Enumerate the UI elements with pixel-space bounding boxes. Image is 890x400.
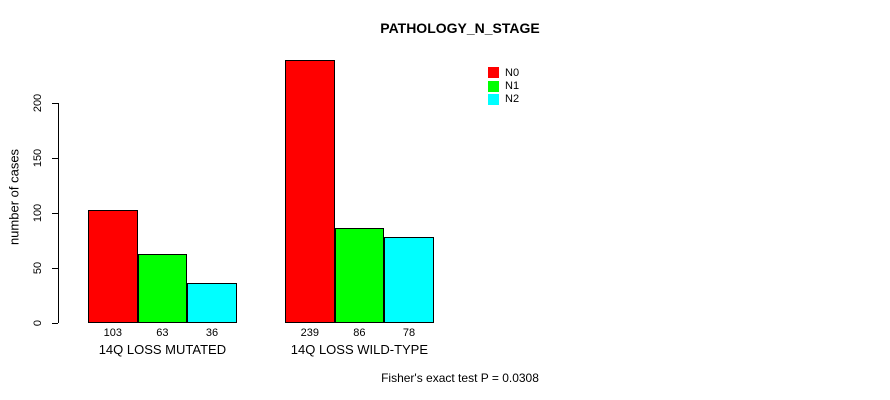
legend-swatch-icon [488,67,499,79]
bar-n0-group2 [285,60,335,323]
y-axis-tick [52,267,58,269]
legend-swatch-icon [488,93,499,105]
y-axis-tick [52,212,58,214]
y-axis-tick-label: 0 [32,319,44,327]
bar-n2-group1 [187,283,237,323]
y-axis-tick-label: 150 [32,148,44,168]
y-axis-tick [52,102,58,104]
legend-label: N1 [505,80,520,93]
footnote-fisher-test: Fisher's exact test P = 0.0308 [381,371,539,385]
legend-item-n0: N0 [488,66,519,79]
y-axis-line [58,103,59,323]
y-axis-tick-label: 50 [32,261,44,275]
bar-value-label: 239 [300,327,319,339]
y-axis-tick-label: 200 [32,93,44,113]
legend: N0 N1 N2 [488,66,519,106]
legend-label: N2 [505,93,520,106]
bar-n1-group1 [137,253,188,323]
legend-label: N0 [505,66,520,79]
bar-n1-group2 [334,228,385,323]
category-label: 14Q LOSS MUTATED [98,342,227,357]
legend-item-n1: N1 [488,79,519,92]
y-axis-tick [52,322,58,324]
bar-value-label: 63 [156,327,169,339]
category-label: 14Q LOSS WILD-TYPE [290,342,429,357]
legend-swatch-icon [488,80,499,92]
y-axis-tick [52,157,58,159]
legend-item-n2: N2 [488,93,519,106]
chart-title: PATHOLOGY_N_STAGE [380,20,540,36]
bar-value-label: 86 [353,327,366,339]
bar-n0-group1 [88,209,138,323]
bar-value-label: 103 [103,327,122,339]
bar-n2-group2 [384,237,434,323]
y-axis-tick-label: 100 [32,203,44,223]
bar-value-label: 78 [402,327,416,339]
bar-value-label: 36 [205,327,219,339]
